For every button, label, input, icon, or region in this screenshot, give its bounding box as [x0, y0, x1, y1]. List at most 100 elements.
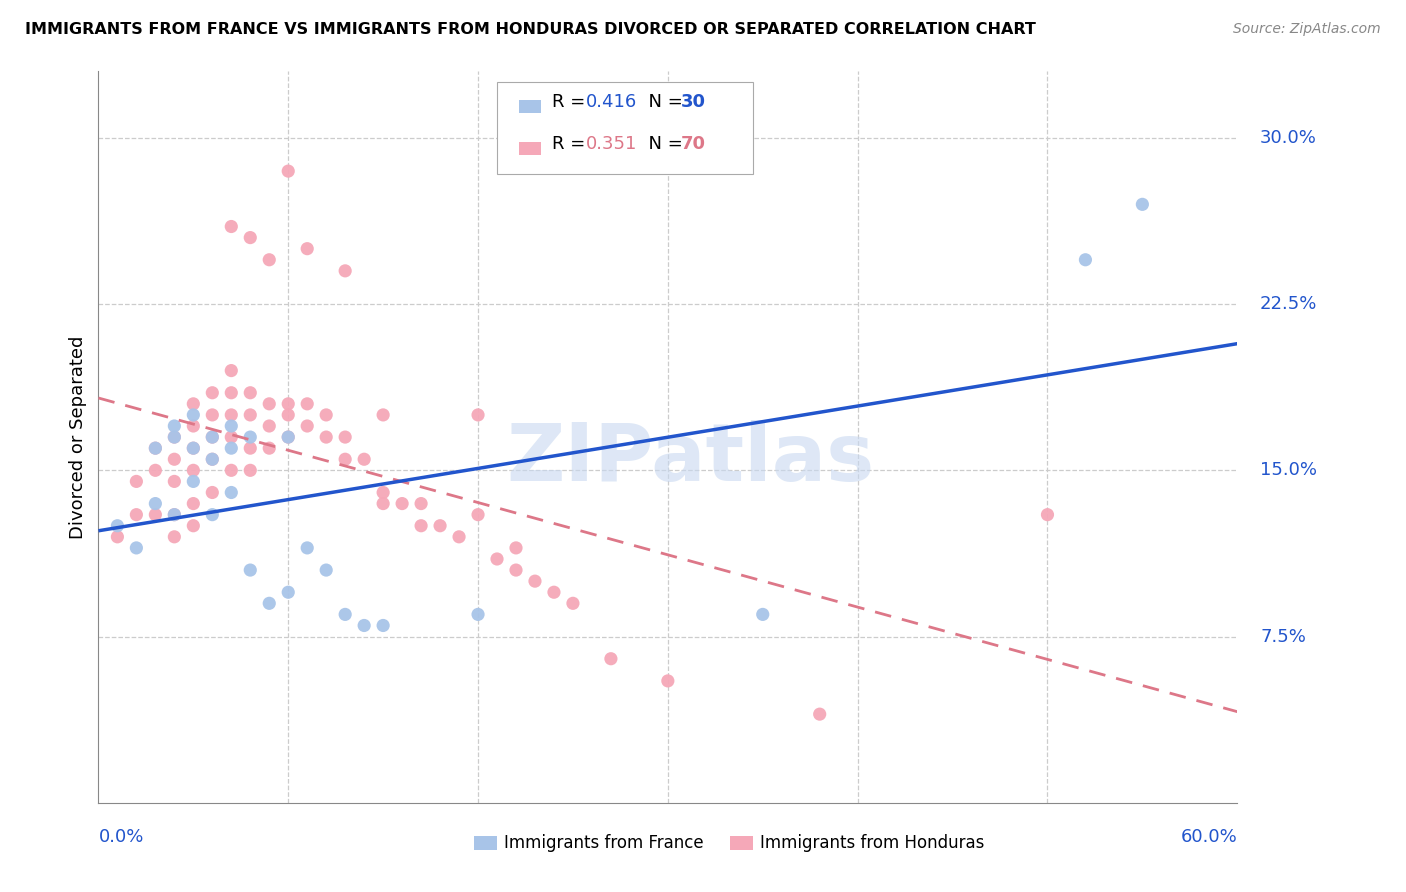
- Point: [335, 430, 357, 444]
- Text: 0.416: 0.416: [586, 94, 637, 112]
- Y-axis label: Divorced or Separated: Divorced or Separated: [69, 335, 87, 539]
- Point: [467, 508, 489, 522]
- Point: [752, 607, 775, 622]
- Point: [297, 419, 319, 434]
- Point: [183, 497, 205, 511]
- Point: [107, 518, 129, 533]
- Point: [600, 651, 623, 665]
- Point: [239, 408, 262, 422]
- Point: [201, 452, 224, 467]
- Point: [183, 397, 205, 411]
- Point: [201, 408, 224, 422]
- Point: [277, 430, 299, 444]
- Text: Immigrants from France: Immigrants from France: [503, 834, 703, 852]
- Text: IMMIGRANTS FROM FRANCE VS IMMIGRANTS FROM HONDURAS DIVORCED OR SEPARATED CORRELA: IMMIGRANTS FROM FRANCE VS IMMIGRANTS FRO…: [25, 22, 1036, 37]
- Point: [163, 475, 186, 489]
- Bar: [519, 142, 540, 155]
- Point: [297, 397, 319, 411]
- Text: 60.0%: 60.0%: [1181, 829, 1237, 847]
- Point: [221, 463, 243, 477]
- Point: [391, 497, 413, 511]
- Point: [297, 541, 319, 555]
- Point: [239, 230, 262, 244]
- Point: [411, 518, 433, 533]
- Text: Source: ZipAtlas.com: Source: ZipAtlas.com: [1233, 22, 1381, 37]
- Point: [239, 563, 262, 577]
- Point: [201, 385, 224, 400]
- Point: [145, 441, 167, 455]
- Point: [125, 508, 148, 522]
- Point: [145, 497, 167, 511]
- FancyBboxPatch shape: [498, 82, 754, 174]
- Point: [163, 508, 186, 522]
- Text: Immigrants from Honduras: Immigrants from Honduras: [761, 834, 984, 852]
- Point: [315, 408, 337, 422]
- Point: [335, 607, 357, 622]
- Text: ZIPatlas: ZIPatlas: [506, 420, 875, 498]
- Point: [1074, 252, 1097, 267]
- Point: [335, 264, 357, 278]
- Point: [657, 673, 679, 688]
- Point: [277, 164, 299, 178]
- Point: [371, 618, 394, 632]
- Point: [524, 574, 547, 589]
- Point: [183, 475, 205, 489]
- Point: [239, 463, 262, 477]
- Point: [277, 408, 299, 422]
- Point: [259, 419, 281, 434]
- Point: [1036, 508, 1059, 522]
- Point: [183, 419, 205, 434]
- Point: [429, 518, 451, 533]
- Point: [259, 441, 281, 455]
- Point: [163, 508, 186, 522]
- Text: N =: N =: [637, 94, 689, 112]
- Point: [145, 508, 167, 522]
- Text: 30: 30: [681, 94, 706, 112]
- Point: [163, 430, 186, 444]
- Point: [449, 530, 471, 544]
- Point: [183, 441, 205, 455]
- Point: [145, 463, 167, 477]
- Point: [411, 497, 433, 511]
- Point: [467, 408, 489, 422]
- Point: [107, 530, 129, 544]
- Text: 0.351: 0.351: [586, 136, 637, 153]
- Point: [1132, 197, 1154, 211]
- Point: [183, 518, 205, 533]
- Text: 70: 70: [681, 136, 706, 153]
- Point: [808, 707, 831, 722]
- Point: [259, 252, 281, 267]
- Point: [505, 563, 527, 577]
- Point: [201, 430, 224, 444]
- Text: 15.0%: 15.0%: [1260, 461, 1317, 479]
- Point: [353, 618, 375, 632]
- Point: [221, 485, 243, 500]
- Point: [201, 452, 224, 467]
- Point: [315, 430, 337, 444]
- Bar: [474, 836, 498, 850]
- Point: [353, 452, 375, 467]
- Point: [221, 419, 243, 434]
- Point: [201, 485, 224, 500]
- Point: [277, 430, 299, 444]
- Point: [221, 430, 243, 444]
- Text: 7.5%: 7.5%: [1260, 628, 1306, 646]
- Text: R =: R =: [553, 94, 591, 112]
- Point: [467, 607, 489, 622]
- Point: [163, 530, 186, 544]
- Point: [239, 441, 262, 455]
- Text: R =: R =: [553, 136, 591, 153]
- Point: [183, 441, 205, 455]
- Point: [371, 497, 394, 511]
- Text: 22.5%: 22.5%: [1260, 295, 1317, 313]
- Point: [562, 596, 585, 610]
- Point: [315, 563, 337, 577]
- Point: [183, 463, 205, 477]
- Point: [259, 596, 281, 610]
- Point: [505, 541, 527, 555]
- Point: [221, 441, 243, 455]
- Point: [277, 397, 299, 411]
- Point: [183, 408, 205, 422]
- Point: [221, 219, 243, 234]
- Bar: [731, 836, 754, 850]
